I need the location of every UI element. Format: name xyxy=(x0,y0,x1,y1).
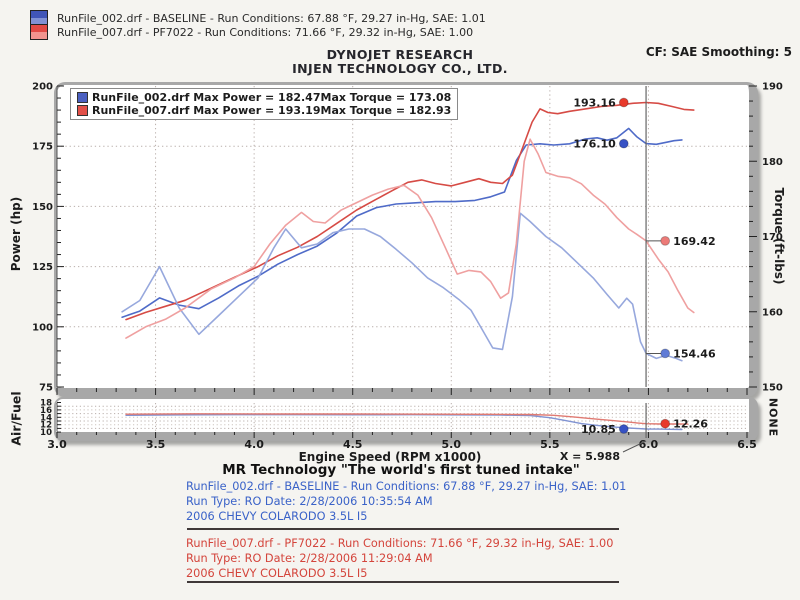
run-info-pf7022: RunFile_007.drf - PF7022 - Run Condition… xyxy=(186,536,646,581)
run-info-baseline: RunFile_002.drf - BASELINE - Run Conditi… xyxy=(186,479,646,524)
torque-axis-label: Torque (ft-lbs) xyxy=(772,187,786,285)
legend-max-torque-run2: Max Torque = 182.93 xyxy=(320,104,452,117)
svg-text:14: 14 xyxy=(40,413,52,423)
svg-text:190: 190 xyxy=(762,82,783,93)
svg-text:75: 75 xyxy=(39,383,53,394)
power-axis-label: Power (hp) xyxy=(9,196,23,272)
svg-text:16: 16 xyxy=(40,406,52,416)
legend-swatch-run1 xyxy=(77,92,88,103)
cf-smoothing-label: CF: SAE Smoothing: 5 xyxy=(645,45,792,59)
svg-text:125: 125 xyxy=(32,262,53,273)
legend-max-power-run1: RunFile_002.drf Max Power = 182.47 xyxy=(92,91,321,104)
report-title-injen: INJEN TECHNOLOGY CO., LTD. xyxy=(292,61,508,76)
svg-text:100: 100 xyxy=(32,322,53,333)
run2-vehicle-line: 2006 CHEVY COLARODO 3.5L I5 xyxy=(186,567,368,580)
chart-legend: RunFile_002.drf Max Power = 182.47 Max T… xyxy=(70,88,458,120)
air-fuel-chart xyxy=(54,397,758,441)
none-axis-label: NONE xyxy=(766,397,780,438)
report-title-dynojet: DYNOJET RESEARCH xyxy=(326,47,474,62)
legend-row-run1: RunFile_002.drf Max Power = 182.47 Max T… xyxy=(77,91,451,104)
top-legend-text-baseline: RunFile_002.drf - BASELINE - Run Conditi… xyxy=(57,11,486,25)
run2-color-swatch xyxy=(30,24,48,40)
legend-max-power-run2: RunFile_007.drf Max Power = 193.19 xyxy=(92,104,321,117)
svg-text:150: 150 xyxy=(32,202,53,213)
run2-conditions-line: RunFile_007.drf - PF7022 - Run Condition… xyxy=(186,537,614,550)
run1-conditions-line: RunFile_002.drf - BASELINE - Run Conditi… xyxy=(186,480,627,493)
top-legend-text-pf7022: RunFile_007.drf - PF7022 - Run Condition… xyxy=(57,25,474,39)
run1-vehicle-line: 2006 CHEVY COLARODO 3.5L I5 xyxy=(186,510,368,523)
air-fuel-axis-label: Air/Fuel xyxy=(8,391,24,446)
svg-text:12: 12 xyxy=(40,421,52,431)
mr-technology-tagline: MR Technology "The world's first tuned i… xyxy=(222,462,580,478)
run2-type-date-line: Run Type: RO Date: 2/28/2006 11:29:04 AM xyxy=(186,552,433,565)
svg-text:200: 200 xyxy=(32,82,53,93)
run-divider xyxy=(187,528,619,530)
run1-type-date-line: Run Type: RO Date: 2/28/2006 10:35:54 AM xyxy=(186,495,433,508)
svg-text:175: 175 xyxy=(32,142,53,153)
top-legend-row-pf7022: RunFile_007.drf - PF7022 - Run Condition… xyxy=(30,24,473,40)
power-torque-chart xyxy=(54,82,758,397)
run-divider xyxy=(187,581,619,583)
svg-text:10: 10 xyxy=(40,428,52,438)
rpm-axis-label: Engine Speed (RPM x1000) xyxy=(298,450,482,464)
legend-max-torque-run1: Max Torque = 173.08 xyxy=(320,91,452,104)
svg-text:18: 18 xyxy=(40,399,52,409)
legend-row-run2: RunFile_007.drf Max Power = 193.19 Max T… xyxy=(77,104,451,117)
legend-swatch-run2 xyxy=(77,105,88,116)
